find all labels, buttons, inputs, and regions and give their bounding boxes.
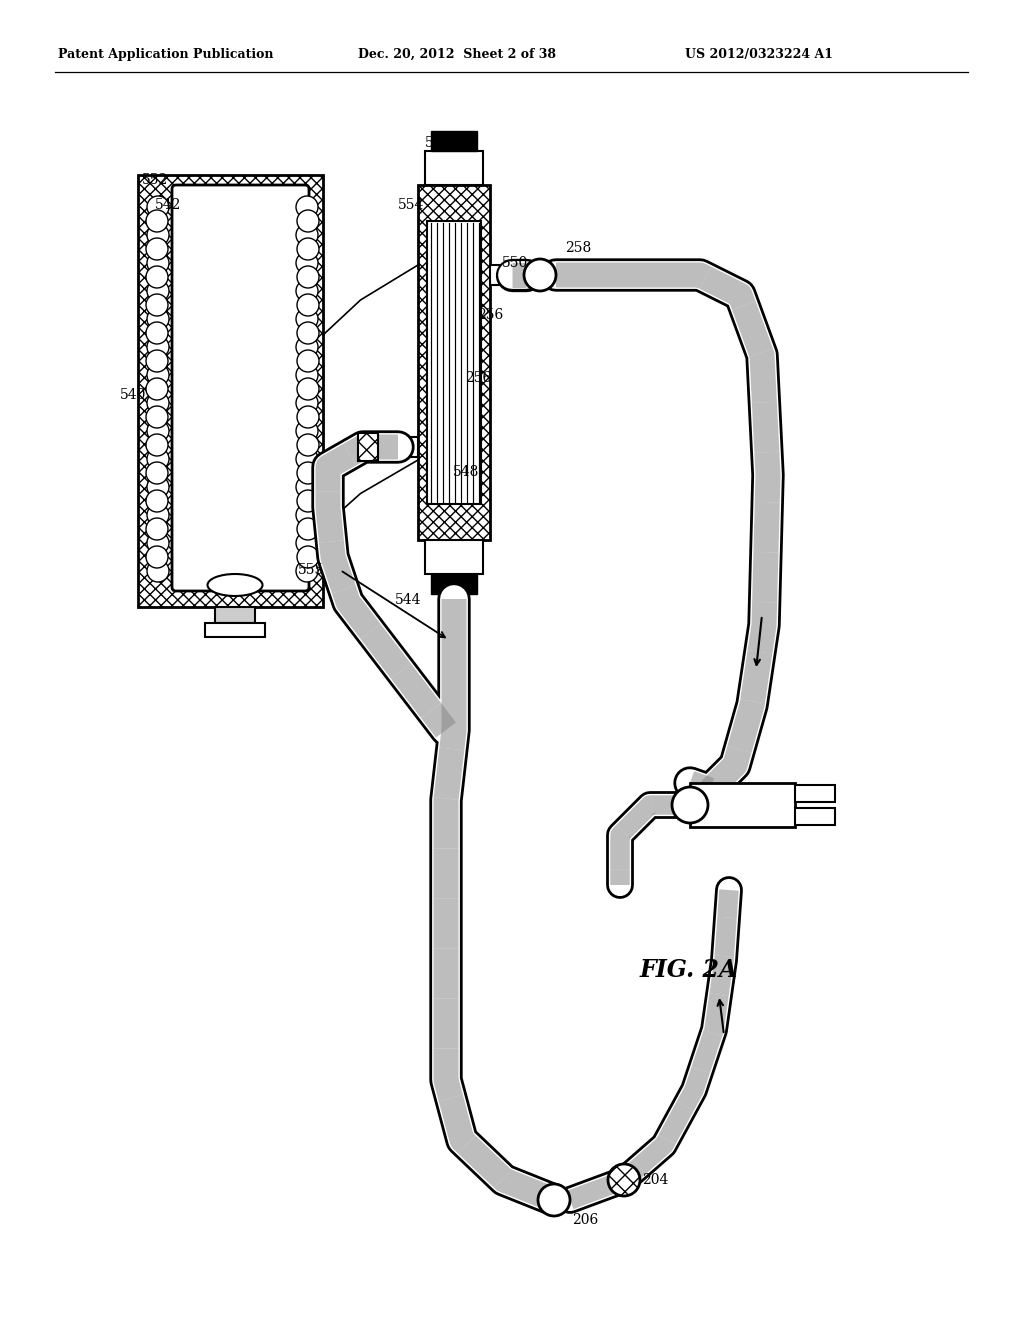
Circle shape [296, 447, 318, 470]
Circle shape [147, 392, 169, 414]
Circle shape [296, 392, 318, 414]
Circle shape [146, 350, 168, 372]
Circle shape [297, 322, 319, 345]
Circle shape [147, 532, 169, 554]
Text: Patent Application Publication: Patent Application Publication [58, 48, 273, 61]
Text: 552: 552 [142, 173, 168, 187]
Bar [431, 131, 477, 150]
Circle shape [297, 462, 319, 484]
Circle shape [297, 350, 319, 372]
Circle shape [146, 238, 168, 260]
Circle shape [146, 462, 168, 484]
Bar [215, 607, 255, 623]
Circle shape [608, 1164, 640, 1196]
Circle shape [146, 517, 168, 540]
Circle shape [297, 546, 319, 568]
Circle shape [147, 252, 169, 275]
Ellipse shape [208, 574, 262, 597]
Circle shape [297, 517, 319, 540]
Circle shape [146, 407, 168, 428]
Bar [795, 785, 835, 803]
Bar [205, 623, 265, 638]
Bar [425, 540, 483, 574]
Circle shape [146, 434, 168, 455]
Circle shape [296, 224, 318, 246]
Circle shape [147, 477, 169, 498]
Text: FIG. 2A: FIG. 2A [640, 958, 738, 982]
Circle shape [297, 407, 319, 428]
Circle shape [296, 364, 318, 385]
Circle shape [297, 267, 319, 288]
Bar [418, 185, 490, 540]
Text: 542: 542 [155, 198, 181, 213]
Circle shape [297, 238, 319, 260]
Circle shape [296, 252, 318, 275]
Text: 550: 550 [502, 256, 528, 271]
Circle shape [538, 1184, 570, 1216]
Circle shape [296, 280, 318, 302]
Circle shape [296, 504, 318, 525]
Circle shape [146, 267, 168, 288]
Circle shape [296, 477, 318, 498]
Ellipse shape [672, 787, 708, 822]
Circle shape [146, 294, 168, 315]
Text: 548: 548 [453, 465, 479, 479]
Circle shape [297, 434, 319, 455]
Circle shape [297, 378, 319, 400]
Circle shape [146, 546, 168, 568]
Circle shape [147, 337, 169, 358]
Bar [795, 808, 835, 825]
FancyBboxPatch shape [172, 185, 309, 591]
Bar [138, 176, 323, 607]
Text: 544: 544 [425, 136, 452, 150]
Text: 256: 256 [477, 308, 503, 322]
Circle shape [296, 560, 318, 582]
Text: 206: 206 [572, 1213, 598, 1228]
Text: 204: 204 [642, 1173, 669, 1187]
Circle shape [147, 280, 169, 302]
Bar [358, 433, 378, 461]
Circle shape [524, 259, 556, 290]
Circle shape [147, 195, 169, 218]
Circle shape [146, 322, 168, 345]
Circle shape [297, 294, 319, 315]
Circle shape [296, 532, 318, 554]
Circle shape [147, 420, 169, 442]
Circle shape [146, 210, 168, 232]
Circle shape [147, 224, 169, 246]
Circle shape [297, 490, 319, 512]
Circle shape [147, 560, 169, 582]
Text: 256: 256 [465, 371, 492, 385]
Circle shape [147, 504, 169, 525]
Bar [427, 220, 481, 504]
Bar [690, 783, 795, 828]
Bar [490, 265, 512, 285]
Circle shape [146, 490, 168, 512]
Text: US 2012/0323224 A1: US 2012/0323224 A1 [685, 48, 833, 61]
Circle shape [297, 210, 319, 232]
Circle shape [147, 308, 169, 330]
Circle shape [296, 308, 318, 330]
Text: 544: 544 [395, 593, 422, 607]
Text: 555: 555 [298, 564, 325, 577]
Circle shape [296, 337, 318, 358]
Text: 554: 554 [398, 198, 424, 213]
Text: 540: 540 [120, 388, 146, 403]
Circle shape [146, 378, 168, 400]
Bar [398, 437, 418, 457]
Circle shape [296, 420, 318, 442]
Text: 258: 258 [565, 242, 591, 255]
Text: Dec. 20, 2012  Sheet 2 of 38: Dec. 20, 2012 Sheet 2 of 38 [358, 48, 556, 61]
Circle shape [296, 195, 318, 218]
Bar [431, 574, 477, 594]
Bar [425, 150, 483, 185]
Circle shape [147, 364, 169, 385]
Circle shape [147, 447, 169, 470]
